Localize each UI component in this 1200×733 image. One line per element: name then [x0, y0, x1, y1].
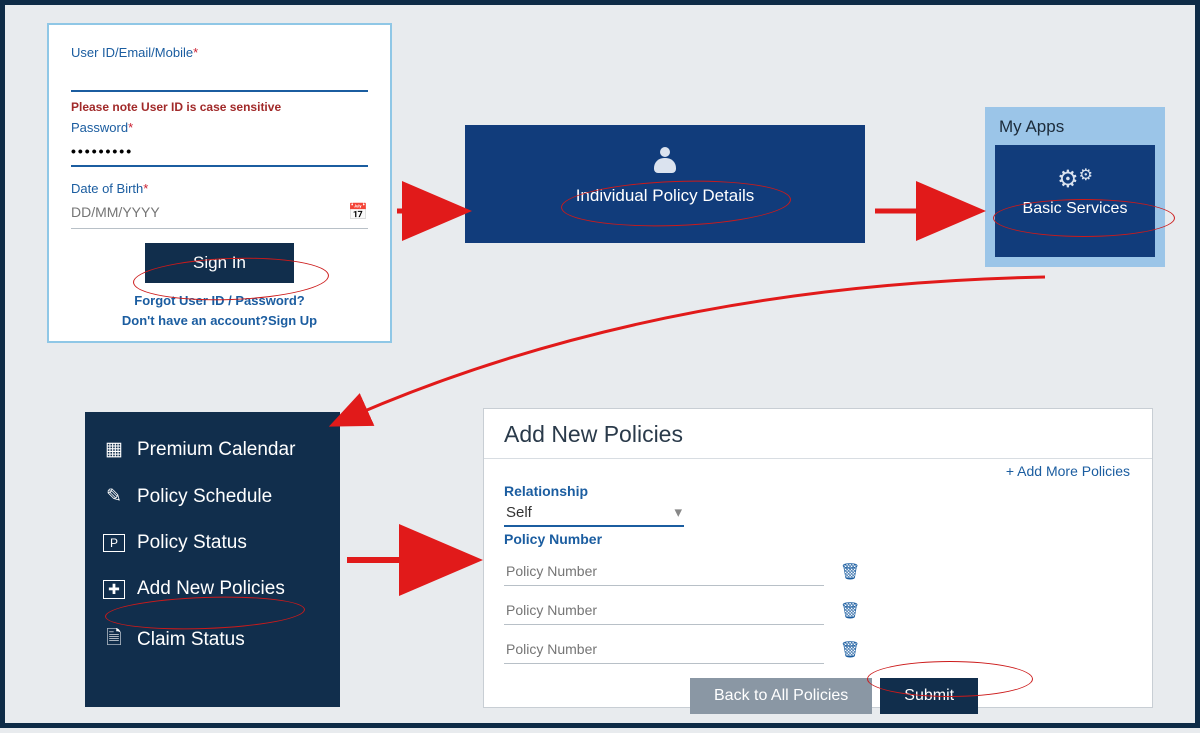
policy-number-input[interactable]	[504, 635, 824, 664]
calendar-grid-icon: ▦	[103, 438, 125, 461]
case-sensitive-note: Please note User ID is case sensitive	[71, 100, 368, 114]
sidebar-item-policy-status[interactable]: P Policy Status	[101, 520, 324, 566]
add-new-policies-panel: Add New Policies + Add More Policies Rel…	[483, 408, 1153, 708]
dob-input[interactable]	[71, 204, 348, 220]
login-panel: User ID/Email/Mobile* Please note User I…	[47, 23, 392, 343]
chevron-down-icon: ▾	[674, 503, 682, 521]
user-input[interactable]	[71, 62, 368, 92]
sidebar-item-add-new-policies[interactable]: ✚ Add New Policies	[101, 566, 324, 612]
sidebar-item-label: Add New Policies	[137, 578, 285, 600]
sidebar-item-premium-calendar[interactable]: ▦ Premium Calendar	[101, 426, 324, 473]
add-panel-title: Add New Policies	[484, 409, 1152, 459]
doc-p-icon: P	[103, 534, 125, 552]
delete-icon[interactable]: 🗑	[840, 562, 860, 582]
submit-button[interactable]: Submit	[880, 678, 978, 714]
signin-button[interactable]: Sign In	[145, 243, 294, 283]
delete-icon[interactable]: 🗑	[840, 640, 860, 660]
password-input[interactable]: •••••••••	[71, 137, 368, 167]
sidebar-item-claim-status[interactable]: 🗎 Claim Status	[101, 612, 324, 668]
user-label: User ID/Email/Mobile*	[71, 45, 368, 60]
delete-icon[interactable]: 🗑	[840, 601, 860, 621]
sidebar-item-label: Policy Schedule	[137, 486, 272, 508]
relationship-value: Self	[506, 504, 532, 521]
policy-number-label: Policy Number	[504, 531, 1132, 547]
doc-icon: 🗎	[103, 624, 125, 656]
add-more-policies-link[interactable]: + Add More Policies	[1006, 463, 1130, 479]
sidebar-item-label: Premium Calendar	[137, 439, 295, 461]
policy-number-input[interactable]	[504, 557, 824, 586]
individual-policy-label: Individual Policy Details	[465, 186, 865, 206]
gear-icon: ⚙⚙	[995, 165, 1155, 194]
my-apps-header: My Apps	[999, 117, 1151, 137]
password-label: Password*	[71, 120, 368, 135]
basic-services-tile[interactable]: ⚙⚙ Basic Services	[995, 145, 1155, 257]
forgot-link[interactable]: Forgot User ID / Password?	[71, 291, 368, 311]
sidebar-item-label: Policy Status	[137, 532, 247, 554]
user-icon	[651, 147, 679, 175]
side-menu: ▦ Premium Calendar ✎ Policy Schedule P P…	[85, 412, 340, 707]
my-apps-panel: My Apps ⚙⚙ Basic Services	[985, 107, 1165, 267]
dob-label: Date of Birth*	[71, 181, 368, 196]
relationship-label: Relationship	[504, 483, 1132, 499]
signup-row: Don't have an account?Sign Up	[71, 311, 368, 331]
individual-policy-tile[interactable]: Individual Policy Details	[465, 125, 865, 243]
sidebar-item-label: Claim Status	[137, 629, 245, 651]
edit-icon: ✎	[103, 485, 125, 508]
plus-icon: ✚	[103, 580, 125, 599]
relationship-select[interactable]: Self ▾	[504, 499, 684, 527]
signup-link[interactable]: Sign Up	[268, 313, 317, 328]
policy-number-input[interactable]	[504, 596, 824, 625]
required-mark: *	[193, 45, 198, 60]
calendar-icon[interactable]: 📅	[348, 202, 368, 222]
sidebar-item-policy-schedule[interactable]: ✎ Policy Schedule	[101, 473, 324, 520]
back-button[interactable]: Back to All Policies	[690, 678, 872, 714]
basic-services-label: Basic Services	[995, 200, 1155, 218]
